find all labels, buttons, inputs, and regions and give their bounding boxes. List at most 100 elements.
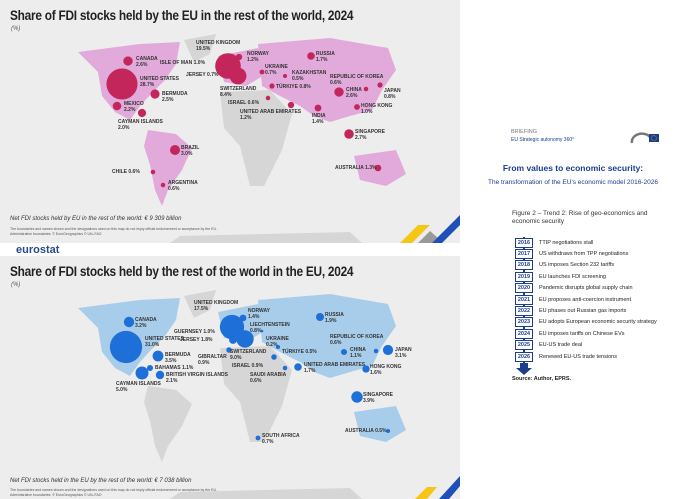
timeline-year: 2017 — [515, 249, 533, 260]
decorative-stripes — [415, 476, 460, 499]
marker-label: KAZAKHSTAN 0.5% — [292, 70, 327, 82]
marker-israel[interactable] — [265, 95, 271, 101]
marker-label: CAYMAN ISLANDS 5.0% — [116, 381, 161, 393]
marker-israel[interactable] — [271, 354, 277, 360]
timeline-event: US withdraws from TPP negotiations — [539, 251, 629, 258]
marker-south-africa[interactable] — [255, 435, 261, 441]
marker-united-kingdom[interactable] — [219, 314, 245, 340]
marker-label: JERSEY 1.8% — [180, 337, 213, 343]
marker-label: HONG KONG 1.6% — [370, 364, 402, 376]
marker-united-arab-emirates[interactable] — [294, 363, 302, 371]
land-an — [170, 232, 362, 243]
marker-japan[interactable] — [377, 82, 383, 88]
marker-canada[interactable] — [123, 56, 133, 66]
marker-hong-kong[interactable] — [354, 104, 360, 110]
marker-label: SWITZERLAND 8.4% — [220, 86, 257, 98]
map-unit: (%) — [11, 282, 21, 288]
marker-russia[interactable] — [307, 52, 315, 60]
timeline-year: 2016 — [515, 237, 533, 248]
figure-source: Source: Author, EPRS. — [512, 376, 572, 382]
marker-label: UKRAINE 0.7% — [265, 64, 288, 76]
timeline-item: 2024 EU imposes tariffs on Chinese EVs — [515, 328, 657, 339]
marker-china[interactable] — [340, 348, 348, 356]
timeline-item: 2018 US imposes Section 232 tariffs — [515, 260, 657, 271]
marker-label: NORWAY 1.2% — [247, 51, 269, 63]
marker-switzerland[interactable] — [236, 330, 254, 348]
marker-singapore[interactable] — [351, 391, 363, 403]
timeline-event: EU imposes tariffs on Chinese EVs — [539, 330, 625, 337]
land-an — [170, 488, 362, 499]
marker-label: BERMUDA 3.5% — [165, 352, 191, 364]
marker-kazakhstan[interactable] — [282, 73, 288, 79]
marker-label: CHILE 0.6% — [112, 169, 140, 175]
marker-bahamas[interactable] — [146, 364, 154, 372]
marker-republic-of-korea[interactable] — [373, 348, 379, 354]
marker-cayman-islands[interactable] — [135, 366, 149, 380]
marker-saudi-arabia[interactable] — [282, 365, 288, 371]
marker-republic-of-korea[interactable] — [363, 86, 369, 92]
marker-argentina[interactable] — [160, 182, 166, 188]
land-sa — [144, 130, 192, 206]
marker-australia[interactable] — [385, 428, 391, 434]
marker-türkiye[interactable] — [269, 83, 275, 89]
decorative-stripes — [400, 215, 460, 243]
marker-united-states[interactable] — [109, 330, 143, 364]
marker-russia[interactable] — [316, 313, 324, 321]
marker-ukraine[interactable] — [259, 69, 265, 75]
marker-norway[interactable] — [235, 53, 243, 61]
marker-gibraltar[interactable] — [226, 347, 232, 353]
marker-türkiye[interactable] — [275, 344, 281, 350]
marker-brazil[interactable] — [169, 144, 181, 156]
timeline-year: 2026 — [515, 351, 533, 362]
marker-british-virgin-islands[interactable] — [155, 370, 165, 380]
marker-canada[interactable] — [123, 316, 135, 328]
marker-hong-kong[interactable] — [362, 365, 370, 373]
timeline-item: 2022 EU phases out Russian gas imports — [515, 305, 657, 317]
marker-china[interactable] — [334, 87, 344, 97]
european-parliament-logo — [630, 132, 659, 144]
marker-label: UKRAINE 0.2% — [266, 336, 289, 348]
timeline-year: 2019 — [515, 271, 533, 282]
marker-mexico[interactable] — [112, 101, 122, 111]
marker-bermuda[interactable] — [150, 89, 160, 99]
marker-label: AUSTRALIA 1.3% — [335, 165, 377, 171]
marker-jersey[interactable] — [229, 336, 237, 344]
marker-label: BAHAMAS 1.1% — [155, 365, 194, 371]
marker-label: ARGENTINA 0.6% — [168, 180, 198, 192]
timeline-item: 2016 TTIP negotiations stall — [515, 237, 657, 248]
marker-singapore[interactable] — [344, 129, 354, 139]
marker-label: CHINA 1.1% — [350, 347, 366, 359]
marker-united-states[interactable] — [106, 68, 138, 100]
map-unit: (%) — [11, 26, 21, 32]
marker-australia[interactable] — [374, 164, 382, 172]
marker-japan[interactable] — [382, 344, 394, 356]
marker-label: CAYMAN ISLANDS 2.0% — [118, 119, 163, 131]
timeline-item: 2019 EU launches FDI screening — [515, 271, 657, 282]
world-map-top — [78, 34, 406, 243]
marker-ukraine[interactable] — [260, 329, 264, 333]
map-note: Net FDI stocks held in the EU by the res… — [10, 478, 192, 484]
marker-chile[interactable] — [150, 169, 156, 175]
timeline-item: 2025 EU-US trade deal — [515, 340, 657, 351]
marker-label: REPUBLIC OF KOREA 0.6% — [330, 334, 384, 346]
briefing-series: EU Strategic autonomy 360° — [511, 137, 575, 143]
marker-switzerland[interactable] — [229, 67, 247, 85]
inward-fdi-map: Share of FDI stocks held by the rest of … — [0, 256, 460, 499]
land-au — [354, 406, 406, 442]
map-disclaimer: The boundaries and names shown and the d… — [10, 227, 217, 236]
marker-bermuda[interactable] — [152, 350, 164, 362]
timeline-event: EU-US trade deal — [539, 342, 583, 349]
timeline-event: EU adopts European economic security str… — [539, 319, 657, 326]
marker-label: BERMUDA 2.5% — [162, 91, 188, 103]
marker-united-arab-emirates[interactable] — [287, 101, 295, 109]
briefing-label: BRIEFING — [511, 129, 537, 135]
marker-isle-of-man[interactable] — [223, 64, 229, 70]
marker-label: GUERNSEY 1.0% — [174, 329, 215, 335]
marker-india[interactable] — [314, 104, 322, 112]
marker-cayman-islands[interactable] — [137, 108, 147, 118]
timeline-event: EU proposes anti-coercion instrument — [539, 296, 632, 303]
timeline-item: 2023 EU adopts European economic security… — [515, 317, 657, 328]
marker-label: LIECHTENSTEIN 0.8% — [250, 322, 290, 334]
marker-norway[interactable] — [239, 314, 247, 322]
land-af — [220, 346, 292, 442]
